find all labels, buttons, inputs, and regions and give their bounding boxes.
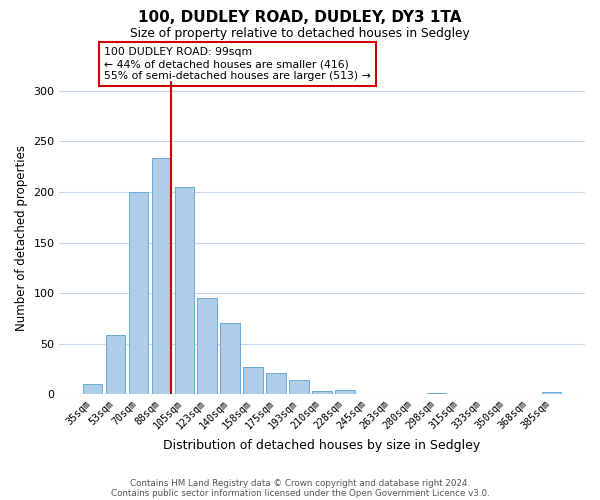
Bar bbox=[197, 298, 217, 394]
Bar bbox=[83, 384, 102, 394]
Text: Contains HM Land Registry data © Crown copyright and database right 2024.: Contains HM Land Registry data © Crown c… bbox=[130, 478, 470, 488]
Bar bbox=[152, 158, 171, 394]
Bar bbox=[128, 192, 148, 394]
Bar bbox=[312, 392, 332, 394]
Text: Contains public sector information licensed under the Open Government Licence v3: Contains public sector information licen… bbox=[110, 488, 490, 498]
Bar bbox=[542, 392, 561, 394]
Bar bbox=[244, 367, 263, 394]
Bar bbox=[266, 373, 286, 394]
Text: 100, DUDLEY ROAD, DUDLEY, DY3 1TA: 100, DUDLEY ROAD, DUDLEY, DY3 1TA bbox=[138, 10, 462, 25]
Bar bbox=[220, 322, 240, 394]
Text: 100 DUDLEY ROAD: 99sqm
← 44% of detached houses are smaller (416)
55% of semi-de: 100 DUDLEY ROAD: 99sqm ← 44% of detached… bbox=[104, 48, 371, 80]
Bar bbox=[175, 187, 194, 394]
Bar bbox=[106, 335, 125, 394]
X-axis label: Distribution of detached houses by size in Sedgley: Distribution of detached houses by size … bbox=[163, 440, 481, 452]
Text: Size of property relative to detached houses in Sedgley: Size of property relative to detached ho… bbox=[130, 28, 470, 40]
Bar bbox=[289, 380, 309, 394]
Y-axis label: Number of detached properties: Number of detached properties bbox=[15, 144, 28, 330]
Bar bbox=[335, 390, 355, 394]
